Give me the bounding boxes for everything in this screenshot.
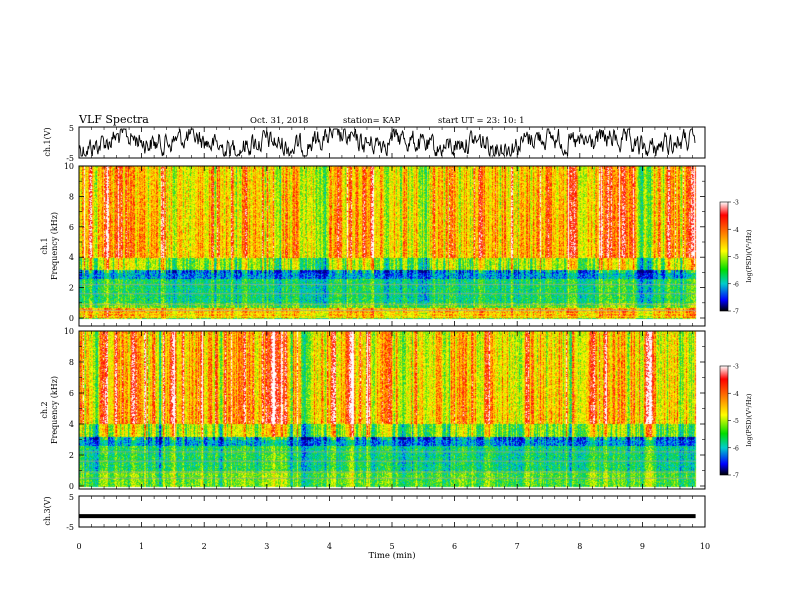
time-axis: 0 1 2 3 4 5 6 7 8 9 10 <box>76 127 710 551</box>
colorbar-tick-label: -6 <box>733 281 739 288</box>
colorbar-tick-label: -4 <box>733 391 739 398</box>
x-tick-label: 1 <box>139 542 144 551</box>
x-tick-label: 5 <box>389 542 394 551</box>
y-tick-label: 10 <box>64 162 74 171</box>
y-tick-label: 0 <box>69 482 74 491</box>
x-tick-label: 4 <box>327 542 332 551</box>
start-time-label: start UT = 23: 10: 1 <box>438 116 525 126</box>
ch2-spectrogram-panel: 0 2 4 6 8 10 ch.2 Frequency (kHz) <box>40 327 706 491</box>
ch1-colorbar: -3 -4 -5 -6 -7 log(PSD)(V²/Hz) <box>719 200 753 316</box>
station-label: station= KAP <box>343 116 401 126</box>
colorbar-tick-label: -7 <box>733 473 739 480</box>
y-tick-label: 2 <box>69 451 74 460</box>
ch2-spec-ylabel-bottom: Frequency (kHz) <box>50 376 59 444</box>
y-tick-label: 10 <box>64 327 74 336</box>
ch1-wave-ylabel: ch.1(V) <box>43 127 52 156</box>
ch1-wave-ytick-top: 5 <box>69 124 74 133</box>
ch3-wave-ytick-bottom: -5 <box>66 523 74 532</box>
ch1-colorbar-label: log(PSD)(V²/Hz) <box>745 229 753 282</box>
y-tick-label: 8 <box>69 358 74 367</box>
x-tick-label: 2 <box>202 542 207 551</box>
y-tick-label: 4 <box>69 253 74 262</box>
x-tick-label: 6 <box>452 542 457 551</box>
ch3-waveform-panel: 5 -5 ch.3(V) <box>43 493 706 532</box>
time-axis-label: Time (min) <box>368 550 415 561</box>
ch3-wave-ylabel: ch.3(V) <box>43 496 52 525</box>
y-tick-label: 6 <box>69 389 74 398</box>
ch2-colorbar: -3 -4 -5 -6 -7 log(PSD)(V²/Hz) <box>719 364 753 480</box>
ch2-colorbar-gradient <box>720 366 728 475</box>
colorbar-tick-label: -3 <box>733 364 739 371</box>
x-tick-label: 7 <box>515 542 520 551</box>
ch1-wave-ytick-bottom: -5 <box>66 154 74 163</box>
x-tick-label: 3 <box>264 542 269 551</box>
y-tick-label: 2 <box>69 284 74 293</box>
colorbar-tick-label: -4 <box>733 227 739 234</box>
colorbar-tick-label: -3 <box>733 200 739 207</box>
colorbar-tick-label: -5 <box>733 254 739 261</box>
date-label: Oct. 31, 2018 <box>250 116 308 126</box>
x-tick-label: 10 <box>700 542 710 551</box>
colorbar-tick-label: -6 <box>733 445 739 452</box>
x-tick-label: 9 <box>640 542 645 551</box>
x-tick-label: 0 <box>76 542 81 551</box>
ch1-waveform-panel: 5 -5 ch.1(V) <box>43 124 706 163</box>
ch2-spec-ylabel-top: ch.2 <box>40 401 49 418</box>
ch2-colorbar-label: log(PSD)(V²/Hz) <box>745 393 753 446</box>
y-tick-label: 0 <box>69 314 74 323</box>
figure-title: VLF Spectra <box>78 113 149 126</box>
ch3-wave-ytick-top: 5 <box>69 493 74 502</box>
y-tick-label: 4 <box>69 420 74 429</box>
y-tick-label: 8 <box>69 192 74 201</box>
x-tick-label: 8 <box>577 542 582 551</box>
colorbar-tick-label: -7 <box>733 309 739 316</box>
ch1-spec-ylabel-bottom: Frequency (kHz) <box>50 212 59 280</box>
ch1-spectrogram-image <box>79 166 705 326</box>
ch1-spec-ylabel-top: ch.1 <box>40 237 49 254</box>
ch1-waveform-line <box>78 127 696 158</box>
ch2-spectrogram-image <box>79 331 705 489</box>
colorbar-tick-label: -5 <box>733 418 739 425</box>
ch1-colorbar-gradient <box>720 202 728 311</box>
y-tick-label: 6 <box>69 223 74 232</box>
ch1-spectrogram-panel: 0 2 4 6 8 10 ch.1 Frequency (kHz) <box>40 162 706 327</box>
